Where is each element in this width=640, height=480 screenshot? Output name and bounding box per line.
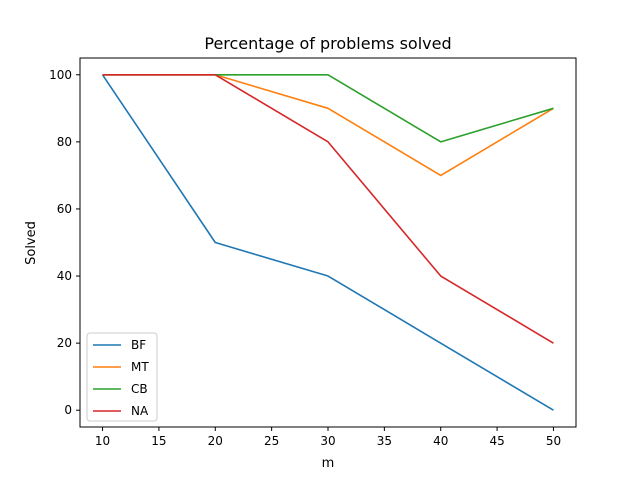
- x-axis: 10 15 20 25 30 35 40 45 50: [95, 427, 561, 448]
- x-tick-label: 10: [95, 434, 110, 448]
- x-tick-label: 20: [208, 434, 223, 448]
- x-tick-label: 30: [320, 434, 335, 448]
- x-axis-label: m: [322, 456, 335, 471]
- x-tick-label: 50: [546, 434, 561, 448]
- series-line-na: [102, 73, 554, 344]
- x-tick-label: 45: [489, 434, 504, 448]
- series-line-bf: [101, 74, 554, 411]
- y-tick-label: 80: [57, 135, 72, 149]
- plot-area-frame: [79, 57, 577, 428]
- legend-label-bf: BF: [131, 338, 146, 352]
- y-axis-label: Solved: [24, 221, 39, 265]
- y-tick-label: 40: [57, 269, 72, 283]
- x-tick-label: 15: [151, 434, 166, 448]
- legend: BF MT CB NA: [86, 332, 158, 422]
- y-tick-label: 20: [57, 336, 72, 350]
- legend-box: [86, 332, 158, 422]
- x-tick-label: 35: [377, 434, 392, 448]
- legend-label-cb: CB: [131, 382, 148, 396]
- x-tick-label: 25: [264, 434, 279, 448]
- y-tick-label: 100: [49, 68, 72, 82]
- y-tick-label: 0: [64, 403, 72, 417]
- y-axis: 0 20 40 60 80 100: [49, 68, 80, 417]
- y-tick-label: 60: [57, 202, 72, 216]
- x-tick-label: 40: [433, 434, 448, 448]
- legend-label-mt: MT: [131, 360, 149, 374]
- chart-title: Percentage of problems solved: [204, 34, 451, 53]
- legend-label-na: NA: [131, 404, 149, 418]
- series-lines: [101, 73, 554, 411]
